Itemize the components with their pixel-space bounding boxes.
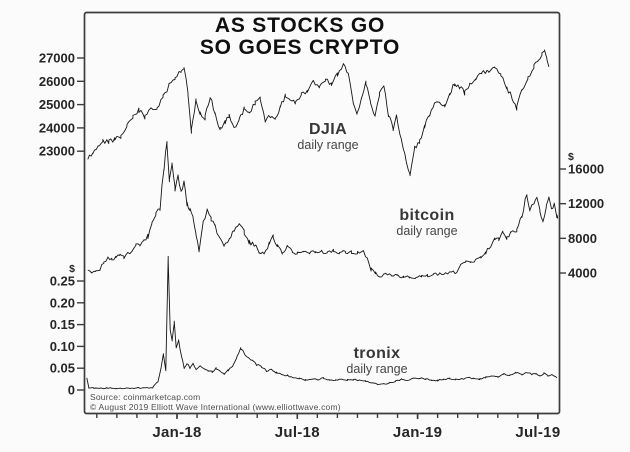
y-axis-tick-label: 12000 — [568, 196, 604, 211]
y-axis-tick-label: 23000 — [39, 144, 75, 159]
chart-title-line1: AS STOCKS GO — [214, 14, 386, 37]
series-label-djia: DJIA daily range — [268, 122, 388, 153]
y-axis-tick-label: 0.10 — [50, 339, 75, 354]
chart-title: AS STOCKS GO SO GOES CRYPTO — [120, 15, 480, 59]
series-name-bitcoin: bitcoin — [399, 207, 455, 224]
series-sublabel-djia: daily range — [297, 138, 359, 152]
y-axis-tick-label: 25000 — [39, 97, 75, 112]
axis-unit-label: $ — [69, 263, 75, 275]
source-note: Source: coinmarketcap.com © August 2019 … — [90, 392, 470, 412]
series-name-tronix: tronix — [353, 345, 401, 362]
x-axis-tick-label: Jul-19 — [515, 424, 560, 441]
series-label-tronix: tronix daily range — [317, 346, 437, 377]
y-axis-tick-label: 8000 — [568, 231, 597, 246]
y-axis-tick-label: 0.25 — [50, 274, 75, 289]
y-axis-tick-label: 24000 — [39, 120, 75, 135]
series-line-tronix — [86, 255, 558, 390]
x-axis-tick-label: Jan-19 — [393, 424, 442, 441]
x-axis-tick-label: Jul-18 — [275, 424, 320, 441]
axis-unit-label: $ — [568, 151, 574, 163]
x-axis-tick-label: Jan-18 — [152, 424, 201, 441]
y-axis-tick-label: 0.05 — [50, 361, 75, 376]
source-line2: © August 2019 Elliott Wave International… — [90, 401, 341, 412]
series-line-djia — [87, 49, 550, 177]
y-axis-tick-label: 0 — [68, 383, 75, 398]
series-sublabel-bitcoin: daily range — [396, 224, 458, 238]
y-axis-tick-label: 27000 — [39, 51, 75, 66]
plot-border — [83, 11, 561, 415]
series-name-djia: DJIA — [308, 121, 348, 138]
source-line1: Source: coinmarketcap.com — [90, 392, 201, 402]
series-line-bitcoin — [87, 141, 558, 279]
y-axis-tick-label: 26000 — [39, 74, 75, 89]
y-axis-tick-label: 0.15 — [50, 317, 75, 332]
y-axis-tick-label: 0.20 — [50, 295, 75, 310]
series-sublabel-tronix: daily range — [346, 362, 408, 376]
y-axis-tick-label: 16000 — [568, 162, 604, 177]
series-label-bitcoin: bitcoin daily range — [364, 208, 490, 239]
chart-title-line2: SO GOES CRYPTO — [199, 36, 401, 59]
y-axis-tick-label: 4000 — [568, 266, 597, 281]
